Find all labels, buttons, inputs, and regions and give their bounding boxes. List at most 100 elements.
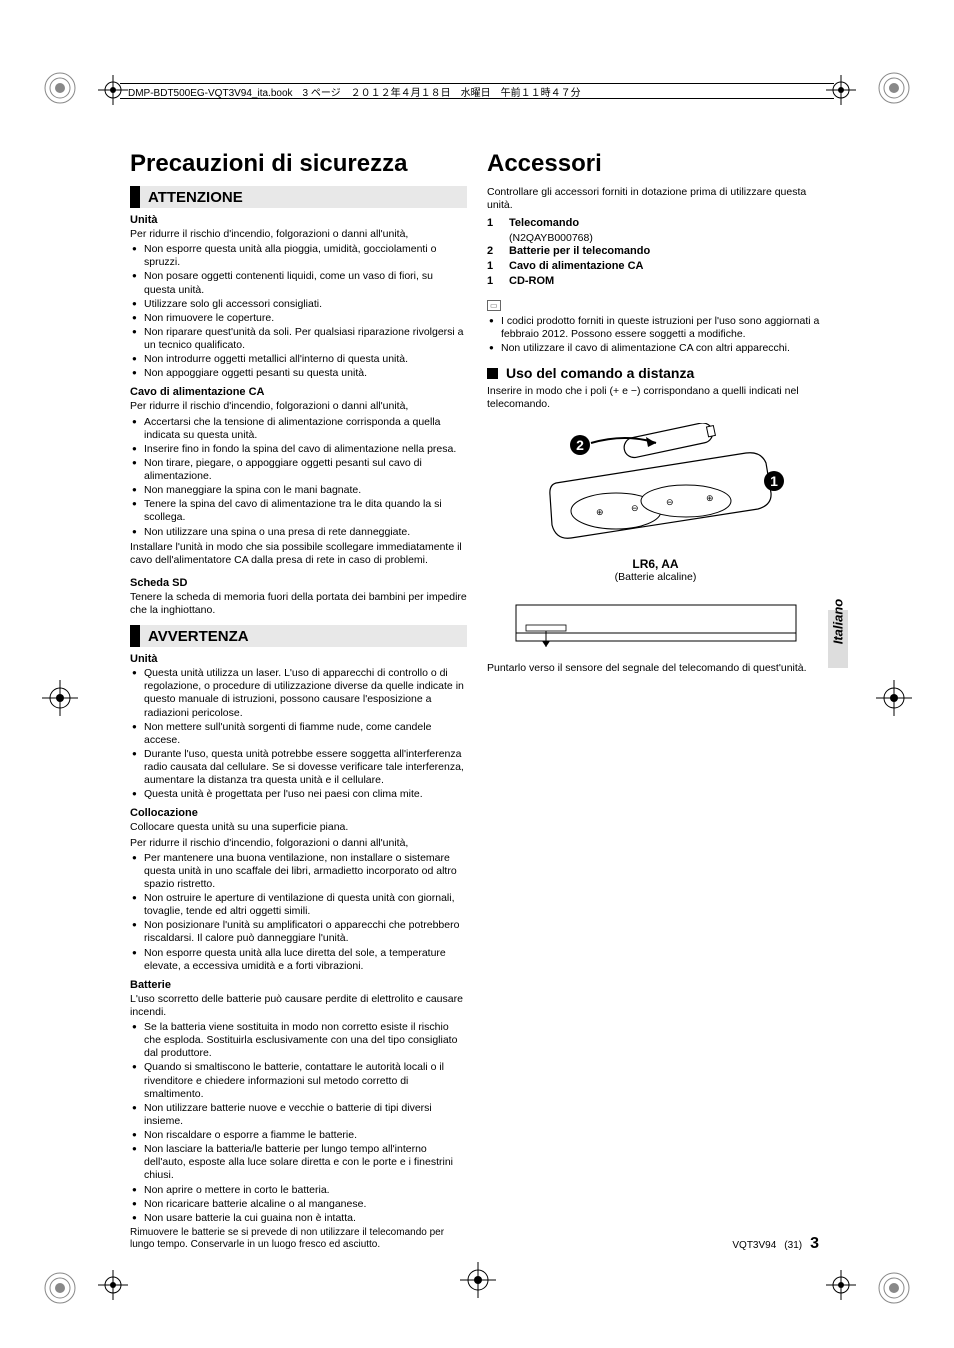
accessory-item: Cavo di alimentazione CA (509, 259, 643, 274)
list-item: Non esporre questa unità alla luce diret… (130, 947, 467, 973)
battery-label: LR6, AA (487, 557, 824, 571)
batt-heading: Batterie (130, 979, 467, 991)
batt-after: Rimuovere le batterie se si prevede di n… (130, 1227, 467, 1252)
list-item: Non ostruire le aperture di ventilazione… (130, 892, 467, 918)
header-runner: DMP-BDT500EG-VQT3V94_ita.book 3 ページ ２０１２… (120, 83, 834, 99)
accessory-qty: 2 (487, 244, 509, 259)
header-runner-text: DMP-BDT500EG-VQT3V94_ita.book 3 ページ ２０１２… (128, 84, 581, 99)
list-item: Non mettere sull'unità sorgenti di fiamm… (130, 721, 467, 747)
cavo-list: Accertarsi che la tensione di alimentazi… (130, 416, 467, 539)
remote-battery-diagram: 2 1 ⊕ ⊖ ⊖ ⊕ LR6, AA (Batterie alcaline) (487, 423, 824, 583)
page-footer: VQT3V94 (31) 3 (732, 1235, 819, 1253)
crosshair-icon (98, 1270, 128, 1300)
svg-text:⊕: ⊕ (706, 493, 714, 503)
footer-seq: (31) (784, 1240, 802, 1251)
crosshair-icon (460, 1262, 496, 1298)
list-item: I codici prodotto forniti in queste istr… (487, 315, 824, 341)
svg-text:2: 2 (576, 437, 584, 453)
svg-text:1: 1 (770, 473, 778, 489)
cavo-after: Installare l'unità in modo che sia possi… (130, 541, 467, 567)
footer-page: 3 (810, 1235, 819, 1253)
list-item: Non posare oggetti contenenti liquidi, c… (130, 270, 467, 296)
left-column: Precauzioni di sicurezza ATTENZIONE Unit… (130, 150, 467, 1254)
list-item: Questa unità è progettata per l'uso nei … (130, 788, 467, 801)
list-item: Non esporre questa unità alla pioggia, u… (130, 243, 467, 269)
list-item: Non aprire o mettere in corto le batteri… (130, 1184, 467, 1197)
batt-list: Se la batteria viene sostituita in modo … (130, 1021, 467, 1225)
sd-text: Tenere la scheda di memoria fuori della … (130, 591, 467, 617)
svg-text:⊖: ⊖ (666, 497, 674, 507)
unita2-heading: Unità (130, 653, 467, 665)
unita-heading: Unità (130, 214, 467, 226)
colloc-intro1: Collocare questa unità su una superficie… (130, 821, 467, 834)
accessory-item: CD-ROM (509, 274, 554, 289)
notes-list: I codici prodotto forniti in queste istr… (487, 315, 824, 355)
attenzione-bar: ATTENZIONE (130, 186, 467, 208)
unita2-list: Questa unità utilizza un laser. L'uso di… (130, 667, 467, 801)
list-item: Se la batteria viene sostituita in modo … (130, 1021, 467, 1060)
list-item: Non riparare quest'unità da soli. Per qu… (130, 326, 467, 352)
remote-after: Puntarlo verso il sensore del segnale de… (487, 662, 824, 675)
list-item: Non appoggiare oggetti pesanti su questa… (130, 367, 467, 380)
svg-text:⊕: ⊕ (596, 507, 604, 517)
list-item: Non utilizzare il cavo di alimentazione … (487, 342, 824, 355)
cavo-heading: Cavo di alimentazione CA (130, 386, 467, 398)
remote-heading-text: Uso del comando a distanza (506, 365, 694, 381)
list-item: Non riscaldare o esporre a fiamme le bat… (130, 1129, 467, 1142)
list-item: Questa unità utilizza un laser. L'uso di… (130, 667, 467, 720)
colloc-intro2: Per ridurre il rischio d'incendio, folgo… (130, 837, 467, 850)
list-item: Tenere la spina del cavo di alimentazion… (130, 498, 467, 524)
accessory-row: 1Telecomando (487, 216, 824, 231)
list-item: Non utilizzare una spina o una presa di … (130, 526, 467, 539)
accessory-qty: 1 (487, 216, 509, 231)
reg-mark-icon (874, 68, 914, 108)
reg-mark-icon (40, 1268, 80, 1308)
reg-mark-icon (40, 68, 80, 108)
language-tab: Italiano (828, 576, 848, 666)
colloc-heading: Collocazione (130, 807, 467, 819)
cavo-intro: Per ridurre il rischio d'incendio, folgo… (130, 400, 467, 413)
accessory-list: 1Telecomando(N2QAYB000768)2Batterie per … (487, 216, 824, 290)
attenzione-label: ATTENZIONE (148, 189, 243, 206)
svg-text:⊖: ⊖ (631, 503, 639, 513)
battery-sublabel: (Batterie alcaline) (487, 571, 824, 583)
list-item: Non lasciare la batteria/le batterie per… (130, 1143, 467, 1182)
note-icon: ▭ (487, 300, 501, 311)
list-item: Quando si smaltiscono le batterie, conta… (130, 1061, 467, 1100)
remote-intro: Inserire in modo che i poli (+ e −) corr… (487, 385, 824, 411)
accessories-intro: Controllare gli accessori forniti in dot… (487, 186, 824, 212)
list-item: Utilizzare solo gli accessori consigliat… (130, 298, 467, 311)
unita-intro: Per ridurre il rischio d'incendio, folgo… (130, 228, 467, 241)
list-item: Non posizionare l'unità su amplificatori… (130, 919, 467, 945)
reg-mark-icon (874, 1268, 914, 1308)
crosshair-icon (826, 1270, 856, 1300)
accessory-row: 1CD-ROM (487, 274, 824, 289)
remote-heading: Uso del comando a distanza (487, 365, 824, 381)
accessory-qty: 1 (487, 274, 509, 289)
avvertenza-label: AVVERTENZA (148, 628, 249, 645)
list-item: Inserire fino in fondo la spina del cavo… (130, 443, 467, 456)
unita-list: Non esporre questa unità alla pioggia, u… (130, 243, 467, 380)
list-item: Non ricaricare batterie alcaline o al ma… (130, 1198, 467, 1211)
accessory-row: 2Batterie per il telecomando (487, 244, 824, 259)
list-item: Non introdurre oggetti metallici all'int… (130, 353, 467, 366)
right-column: Accessori Controllare gli accessori forn… (487, 150, 824, 1254)
accessory-qty: 1 (487, 259, 509, 274)
list-item: Non usare batterie la cui guaina non è i… (130, 1212, 467, 1225)
crosshair-icon (42, 680, 78, 716)
left-title: Precauzioni di sicurezza (130, 150, 467, 178)
list-item: Non utilizzare batterie nuove e vecchie … (130, 1102, 467, 1128)
footer-code: VQT3V94 (732, 1240, 776, 1251)
colloc-list: Per mantenere una buona ventilazione, no… (130, 852, 467, 973)
list-item: Non tirare, piegare, o appoggiare oggett… (130, 457, 467, 483)
language-tab-label: Italiano (831, 598, 846, 644)
right-title: Accessori (487, 150, 824, 178)
accessory-sub: (N2QAYB000768) (487, 232, 824, 244)
crosshair-icon (876, 680, 912, 716)
list-item: Durante l'uso, questa unità potrebbe ess… (130, 748, 467, 787)
avvertenza-bar: AVVERTENZA (130, 625, 467, 647)
list-item: Non rimuovere le coperture. (130, 312, 467, 325)
sd-heading: Scheda SD (130, 577, 467, 589)
list-item: Per mantenere una buona ventilazione, no… (130, 852, 467, 891)
list-item: Accertarsi che la tensione di alimentazi… (130, 416, 467, 442)
